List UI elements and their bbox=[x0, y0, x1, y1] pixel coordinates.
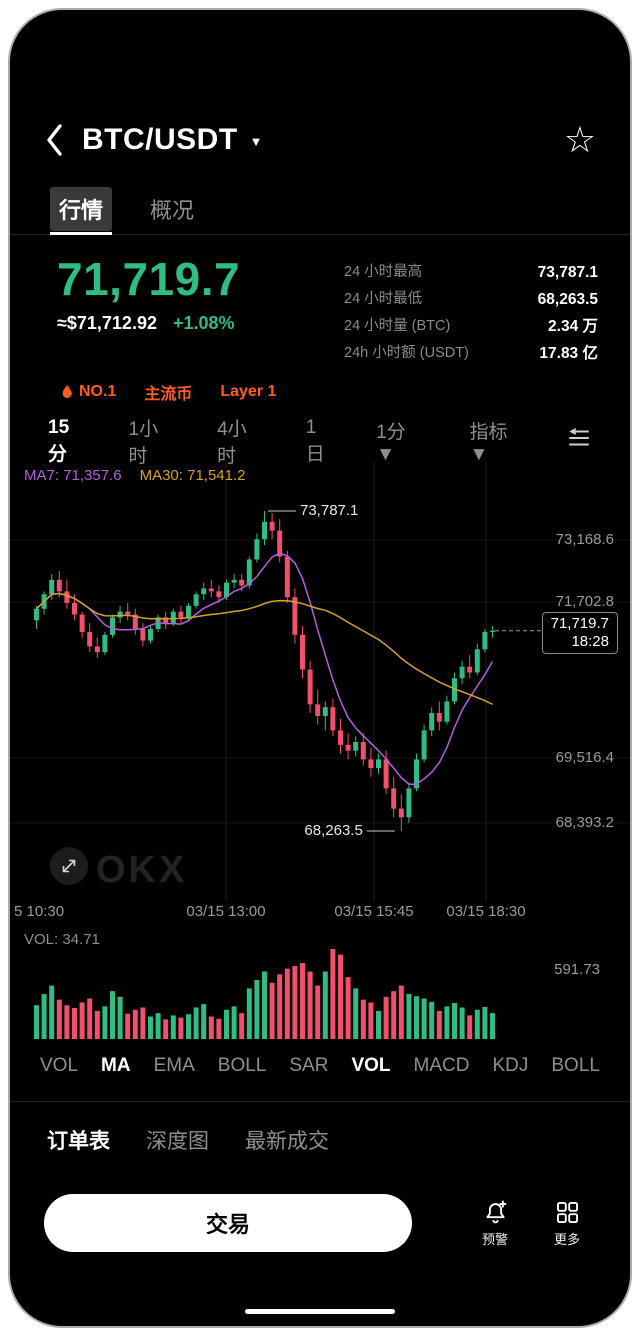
fiat-price: ≈$71,712.92 bbox=[57, 313, 157, 334]
chevron-down-icon: ▼ bbox=[249, 133, 263, 149]
timeframe-1d[interactable]: 1日 bbox=[305, 416, 325, 465]
timeframe-bar: 15分 1小时 4小时 1日 1分 ▼ 指标▼ bbox=[10, 417, 630, 467]
header: BTC/USDT ▼ ☆ bbox=[10, 114, 630, 166]
phone-screen: BTC/USDT ▼ ☆ 行情 概况 71,719.7 ≈$71,712.92 … bbox=[10, 10, 630, 1326]
x-axis-label: 03/15 15:45 bbox=[334, 903, 414, 920]
indicator-ma[interactable]: MA bbox=[101, 1055, 131, 1076]
ma30-legend: MA30: 71,541.2 bbox=[139, 467, 246, 484]
y-axis-label: 71,702.8 bbox=[555, 593, 614, 610]
tag-mainstream[interactable]: 主流币 bbox=[144, 386, 193, 403]
badge-time: 18:28 bbox=[571, 632, 609, 650]
bottom-bar: 交易 预警 更多 bbox=[10, 1190, 630, 1256]
flame-icon bbox=[62, 383, 72, 398]
stat-row: 24 小时最高 73,787.1 bbox=[344, 264, 598, 281]
last-price-badge: 71,719.7 18:28 bbox=[541, 611, 618, 654]
indicator-boll-sub[interactable]: BOLL bbox=[551, 1055, 600, 1076]
tab-depth-chart[interactable]: 深度图 bbox=[146, 1130, 209, 1153]
price-alert-button[interactable]: 预警 bbox=[466, 1199, 524, 1248]
high-annotation: 73,787.1 bbox=[300, 501, 359, 519]
indicator-kdj[interactable]: KDJ bbox=[492, 1055, 529, 1076]
indicator-macd[interactable]: MACD bbox=[413, 1055, 470, 1076]
alert-label: 预警 bbox=[481, 1231, 508, 1247]
expand-icon bbox=[62, 859, 76, 873]
timeframe-4h[interactable]: 4小时 bbox=[217, 419, 247, 467]
tab-quotes-label: 行情 bbox=[50, 187, 113, 231]
volume-plot bbox=[34, 949, 495, 1039]
trade-button[interactable]: 交易 bbox=[44, 1194, 412, 1252]
x-axis-label: 5 10:30 bbox=[14, 903, 65, 920]
x-axis-label: 03/15 18:30 bbox=[446, 903, 526, 920]
section-tabs: 订单表 深度图 最新成交 bbox=[10, 1101, 630, 1160]
y-axis-label: 68,393.2 bbox=[555, 814, 614, 831]
bell-plus-icon bbox=[485, 1200, 506, 1223]
indicator-tabs: VOL MA EMA BOLL SAR VOL MACD KDJ BOLL bbox=[10, 1045, 630, 1087]
indicator-vol-sub[interactable]: VOL bbox=[351, 1055, 391, 1076]
chart-settings-icon[interactable] bbox=[566, 425, 592, 457]
candlestick-plot bbox=[10, 461, 630, 901]
last-price: 71,719.7 bbox=[57, 253, 241, 305]
y-axis-label: 73,168.6 bbox=[555, 531, 614, 548]
more-button[interactable]: 更多 bbox=[538, 1199, 596, 1248]
volume-axis-label: 591.73 bbox=[554, 961, 600, 978]
favorite-star-icon[interactable]: ☆ bbox=[563, 119, 596, 160]
ma-legend: MA7: 71,357.6 MA30: 71,541.2 bbox=[24, 467, 246, 484]
top-tabs: 行情 概况 bbox=[10, 184, 630, 235]
time-axis: 5 10:30 03/15 13:00 03/15 15:45 03/15 18… bbox=[10, 901, 630, 927]
price-chart[interactable]: MA7: 71,357.6 MA30: 71,541.2 73,168.6 71… bbox=[10, 461, 630, 901]
volume-pane[interactable]: VOL: 34.71 591.73 bbox=[10, 927, 630, 1041]
indicator-dropdown[interactable]: 指标▼ bbox=[469, 421, 508, 465]
okx-watermark: OKX bbox=[96, 849, 188, 891]
timeframe-more-dropdown[interactable]: 1分 ▼ bbox=[376, 421, 406, 465]
stat-row: 24 小时量 (BTC) 2.34 万 bbox=[344, 318, 598, 335]
volume-current-label: VOL: 34.71 bbox=[24, 931, 100, 948]
tab-order-book[interactable]: 订单表 bbox=[47, 1130, 110, 1153]
indicator-ema[interactable]: EMA bbox=[153, 1055, 195, 1076]
timeframe-1h[interactable]: 1小时 bbox=[128, 419, 159, 467]
badge-price: 71,719.7 bbox=[550, 614, 609, 632]
indicator-boll[interactable]: BOLL bbox=[217, 1055, 267, 1076]
tab-overview-label: 概况 bbox=[150, 198, 195, 223]
change-percent: +1.08% bbox=[172, 313, 235, 334]
home-indicator[interactable] bbox=[245, 1309, 395, 1314]
tab-latest-trades[interactable]: 最新成交 bbox=[245, 1130, 329, 1153]
indicator-sar[interactable]: SAR bbox=[289, 1055, 329, 1076]
more-label: 更多 bbox=[553, 1231, 580, 1247]
symbol-selector[interactable]: BTC/USDT ▼ bbox=[82, 123, 263, 157]
back-icon[interactable] bbox=[44, 120, 70, 160]
grid-icon bbox=[556, 1201, 578, 1223]
ma7-legend: MA7: 71,357.6 bbox=[24, 467, 122, 484]
y-axis-label: 69,516.4 bbox=[555, 749, 614, 766]
timeframe-15m[interactable]: 15分 bbox=[48, 416, 70, 465]
x-axis-label: 03/15 13:00 bbox=[186, 903, 266, 920]
tag-layer1[interactable]: Layer 1 bbox=[220, 383, 277, 400]
tab-overview[interactable]: 概况 bbox=[150, 184, 194, 234]
price-section: 71,719.7 ≈$71,712.92 +1.08% 24 小时最高 73,78… bbox=[10, 235, 630, 367]
page-title: BTC/USDT bbox=[82, 123, 238, 156]
stats-panel: 24 小时最高 73,787.1 24 小时最低 68,263.5 24 小时量 (… bbox=[344, 255, 598, 367]
expand-chart-button[interactable] bbox=[50, 847, 88, 885]
stat-row: 24h 小时额 (USDT) 17.83 亿 bbox=[344, 345, 598, 362]
low-annotation: 68,263.5 bbox=[304, 822, 363, 840]
indicator-vol[interactable]: VOL bbox=[40, 1055, 79, 1076]
tag-rank[interactable]: NO.1 bbox=[60, 383, 116, 401]
tag-row: NO.1 主流币 Layer 1 bbox=[10, 367, 630, 405]
tab-quotes[interactable]: 行情 bbox=[50, 184, 113, 235]
stat-row: 24 小时最低 68,263.5 bbox=[344, 291, 598, 308]
